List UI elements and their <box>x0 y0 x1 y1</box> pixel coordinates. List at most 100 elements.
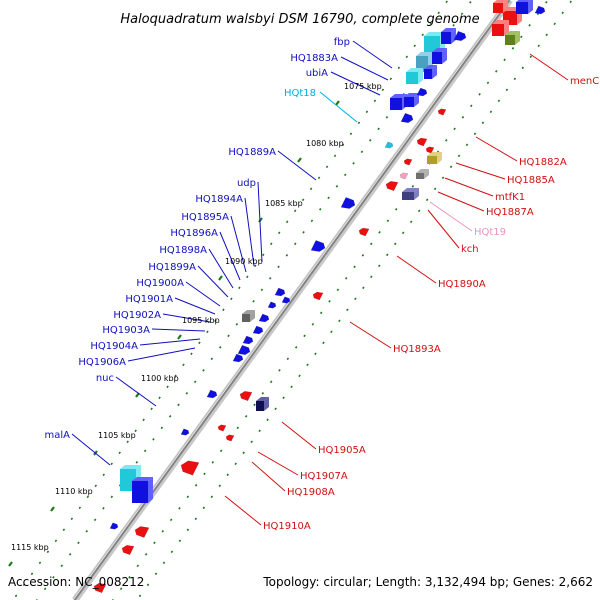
gene-block-top <box>516 0 531 2</box>
gene-block-side <box>515 31 520 45</box>
gene-block-side <box>503 0 508 13</box>
tick-dot <box>335 185 339 188</box>
tick-dot <box>298 374 301 378</box>
tick-dot <box>160 426 164 430</box>
tick-dot <box>234 462 237 466</box>
gene-block <box>402 188 419 200</box>
gene-label: HQ1885A <box>507 175 555 186</box>
gene-arrow <box>425 146 435 154</box>
leader-line <box>197 265 229 298</box>
tick-dot <box>469 1 472 4</box>
tick-dot <box>146 583 150 587</box>
tick-dot <box>465 143 469 147</box>
tick-dot <box>210 495 214 499</box>
tick-dot <box>389 77 393 81</box>
tick-dot <box>226 473 229 477</box>
accession-text: Accession: NC_008212 <box>8 575 144 589</box>
tick-dot <box>411 185 415 188</box>
tick-dot <box>322 341 325 345</box>
tick-dot <box>219 449 223 453</box>
gene-block-top <box>424 32 445 36</box>
tick-dot <box>186 495 190 499</box>
leader-line <box>139 338 201 346</box>
gene-block <box>132 477 153 503</box>
tick-dot <box>134 429 137 433</box>
gene-block-face <box>256 401 264 411</box>
gene-arrow <box>252 325 264 335</box>
tick-dot <box>102 507 105 510</box>
tick-dot <box>302 231 305 234</box>
tick-dot <box>362 286 365 290</box>
gene-block-top <box>132 477 153 481</box>
gene-label: HQ1895A <box>181 212 229 223</box>
tick-dot <box>236 426 240 430</box>
gene-arrow <box>403 158 413 166</box>
tick-dot <box>473 132 477 136</box>
gene-block-side <box>148 477 153 503</box>
tick-dot <box>218 484 222 488</box>
gene-block-top <box>242 310 255 314</box>
gene-block-top <box>416 169 429 173</box>
tick-dot <box>457 154 461 158</box>
gene-block-top <box>402 188 419 192</box>
tick-dot <box>77 541 80 545</box>
gene-block-top <box>256 397 269 401</box>
tick-dot <box>194 484 198 487</box>
tick-dot <box>481 121 485 125</box>
gene-block-side <box>442 48 447 64</box>
tick-dot <box>135 461 139 464</box>
gene-arrow <box>239 390 253 402</box>
tick-dot <box>138 594 142 598</box>
leader-line <box>427 209 460 249</box>
tick-dot <box>377 127 380 131</box>
gene-arrow <box>416 137 428 147</box>
tick-dot <box>328 300 331 303</box>
gene-block-side <box>414 188 419 200</box>
gene-arrow <box>267 301 277 309</box>
tick-dot <box>110 462 113 466</box>
gene-block <box>424 65 437 79</box>
gene-block <box>432 48 447 64</box>
tick-dot <box>373 99 377 103</box>
tick-dot <box>52 576 55 579</box>
kbp-label: 1110 kbp <box>55 487 93 496</box>
leader-line <box>330 71 381 96</box>
tick-dot <box>235 323 239 326</box>
tick-dot <box>152 438 155 441</box>
tick-dot <box>460 12 464 16</box>
gene-arrow <box>340 197 356 209</box>
tick-dot <box>520 35 523 39</box>
gene-block-side <box>528 0 533 14</box>
gene-block-top <box>492 20 509 24</box>
leader-line <box>244 197 255 267</box>
tick-dot <box>230 297 233 301</box>
gene-block <box>406 68 423 84</box>
gene-block-top <box>120 465 141 469</box>
leader-line <box>174 297 216 315</box>
tick-dot <box>254 264 257 268</box>
tick-dot <box>553 22 556 26</box>
tick-dot <box>186 528 190 532</box>
gene-arrow <box>258 313 270 323</box>
tick-dot <box>278 369 281 372</box>
gene-block-face <box>390 98 402 110</box>
gene-label: HQ1889A <box>228 147 276 158</box>
tick-dot <box>161 530 165 533</box>
gene-label: HQ1904A <box>90 341 138 352</box>
major-tick <box>218 275 223 281</box>
tick-dot <box>198 341 201 345</box>
gene-block-side <box>418 68 423 84</box>
tick-dot <box>126 440 129 444</box>
gene-label: HQ1894A <box>195 194 243 205</box>
gene-block <box>427 152 442 164</box>
leader-line <box>257 181 263 263</box>
tick-dot <box>128 576 131 579</box>
tick-dot <box>449 165 453 169</box>
tick-dot <box>386 219 390 223</box>
tick-dot <box>162 561 166 565</box>
tick-dot <box>43 587 47 591</box>
tick-dot <box>182 363 185 367</box>
gene-label: HQ1903A <box>102 325 150 336</box>
gene-arrow <box>225 434 235 442</box>
tick-dot <box>569 0 572 4</box>
